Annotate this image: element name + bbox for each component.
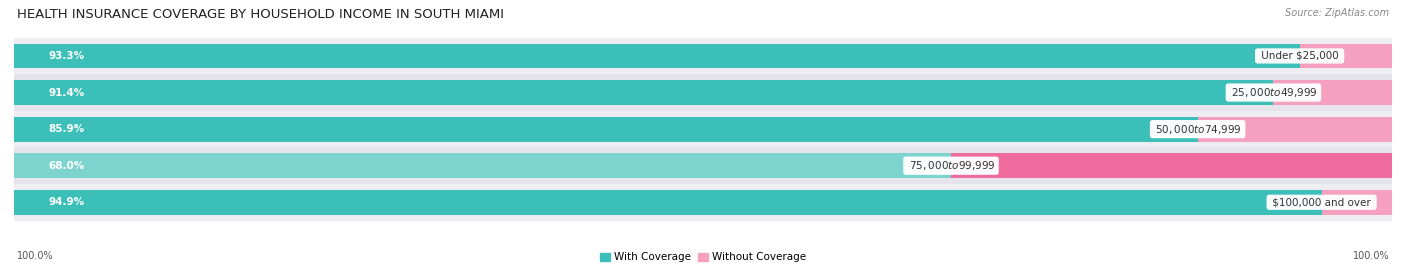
Bar — [1274, 80, 1392, 105]
Bar — [14, 74, 1392, 111]
Text: 68.0%: 68.0% — [48, 161, 84, 171]
Text: 100.0%: 100.0% — [17, 251, 53, 261]
Bar — [14, 38, 1392, 74]
Bar — [14, 111, 1392, 147]
Bar — [14, 184, 1392, 221]
Text: $25,000 to $49,999: $25,000 to $49,999 — [1229, 86, 1319, 99]
Text: 85.9%: 85.9% — [48, 124, 84, 134]
Bar — [14, 117, 1198, 141]
Text: 94.9%: 94.9% — [48, 197, 84, 207]
Bar — [14, 147, 1392, 184]
Legend: With Coverage, Without Coverage: With Coverage, Without Coverage — [596, 248, 810, 267]
Text: $75,000 to $99,999: $75,000 to $99,999 — [905, 159, 997, 172]
Text: $50,000 to $74,999: $50,000 to $74,999 — [1153, 123, 1243, 136]
Bar — [14, 153, 950, 178]
Text: Under $25,000: Under $25,000 — [1257, 51, 1341, 61]
Text: 93.3%: 93.3% — [48, 51, 84, 61]
Bar — [1322, 190, 1392, 215]
Text: HEALTH INSURANCE COVERAGE BY HOUSEHOLD INCOME IN SOUTH MIAMI: HEALTH INSURANCE COVERAGE BY HOUSEHOLD I… — [17, 8, 503, 21]
Text: 100.0%: 100.0% — [1353, 251, 1389, 261]
Text: $100,000 and over: $100,000 and over — [1270, 197, 1374, 207]
Text: Source: ZipAtlas.com: Source: ZipAtlas.com — [1285, 8, 1389, 18]
Bar — [1299, 44, 1392, 68]
Bar — [14, 44, 1299, 68]
Text: 91.4%: 91.4% — [48, 87, 84, 98]
Bar — [14, 190, 1322, 215]
Bar — [1198, 117, 1392, 141]
Bar — [950, 153, 1392, 178]
Bar — [14, 80, 1274, 105]
